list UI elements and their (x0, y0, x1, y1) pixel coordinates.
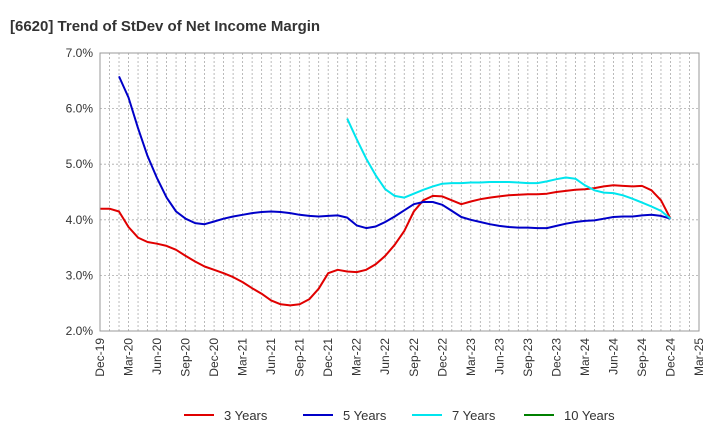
series-lines (100, 75, 672, 307)
x-tick-label: Jun-22 (378, 338, 392, 375)
legend-item: 10 Years (524, 408, 615, 423)
x-tick-label: Jun-24 (606, 338, 620, 375)
legend-item: 5 Years (303, 408, 387, 423)
y-axis-ticks: 2.0% 3.0% 4.0% 5.0% 6.0% 7.0% (66, 46, 94, 338)
x-tick-label: Sep-23 (521, 338, 535, 377)
x-tick-label: Dec-23 (549, 338, 563, 377)
x-tick-label: Sep-20 (179, 338, 193, 377)
legend-label: 10 Years (564, 408, 615, 423)
series-line-5-years (118, 75, 671, 230)
x-tick-label: Dec-21 (321, 338, 335, 377)
y-tick-label: 2.0% (66, 324, 94, 338)
x-tick-label: Mar-20 (122, 338, 136, 376)
x-tick-label: Dec-24 (663, 338, 677, 377)
x-tick-label: Sep-24 (635, 338, 649, 377)
plot-border (99, 52, 700, 332)
x-tick-label: Sep-22 (407, 338, 421, 377)
legend-item: 3 Years (184, 408, 268, 423)
x-tick-label: Mar-21 (236, 338, 250, 376)
x-tick-label: Dec-19 (93, 338, 107, 377)
y-tick-label: 7.0% (66, 46, 94, 60)
x-tick-label: Jun-20 (150, 338, 164, 375)
x-tick-label: Sep-21 (293, 338, 307, 377)
legend-label: 7 Years (452, 408, 496, 423)
x-tick-label: Dec-22 (435, 338, 449, 377)
legend: 3 Years 5 Years 7 Years 10 Years (184, 408, 615, 423)
x-tick-label: Mar-23 (464, 338, 478, 376)
x-axis-ticks: Dec-19 Mar-20 Jun-20 Sep-20 Dec-20 Mar-21 Jun-… (93, 338, 706, 377)
y-tick-label: 5.0% (66, 157, 94, 171)
y-tick-label: 6.0% (66, 102, 94, 116)
y-tick-label: 3.0% (66, 268, 94, 282)
x-tick-label: Jun-21 (264, 338, 278, 375)
y-tick-label: 4.0% (66, 213, 94, 227)
legend-item: 7 Years (412, 408, 496, 423)
series-line-7-years (346, 118, 672, 220)
x-tick-label: Mar-22 (350, 338, 364, 376)
x-tick-label: Jun-23 (492, 338, 506, 375)
series-line-3-years (100, 184, 672, 307)
x-tick-label: Mar-24 (578, 338, 592, 376)
legend-label: 5 Years (343, 408, 387, 423)
legend-label: 3 Years (224, 408, 268, 423)
x-tick-label: Mar-25 (692, 338, 706, 376)
x-tick-label: Dec-20 (207, 338, 221, 377)
chart-title: [6620] Trend of StDev of Net Income Marg… (10, 18, 320, 35)
